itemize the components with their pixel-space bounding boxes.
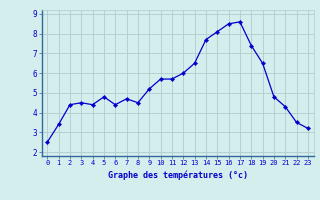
X-axis label: Graphe des températures (°c): Graphe des températures (°c): [108, 170, 248, 180]
